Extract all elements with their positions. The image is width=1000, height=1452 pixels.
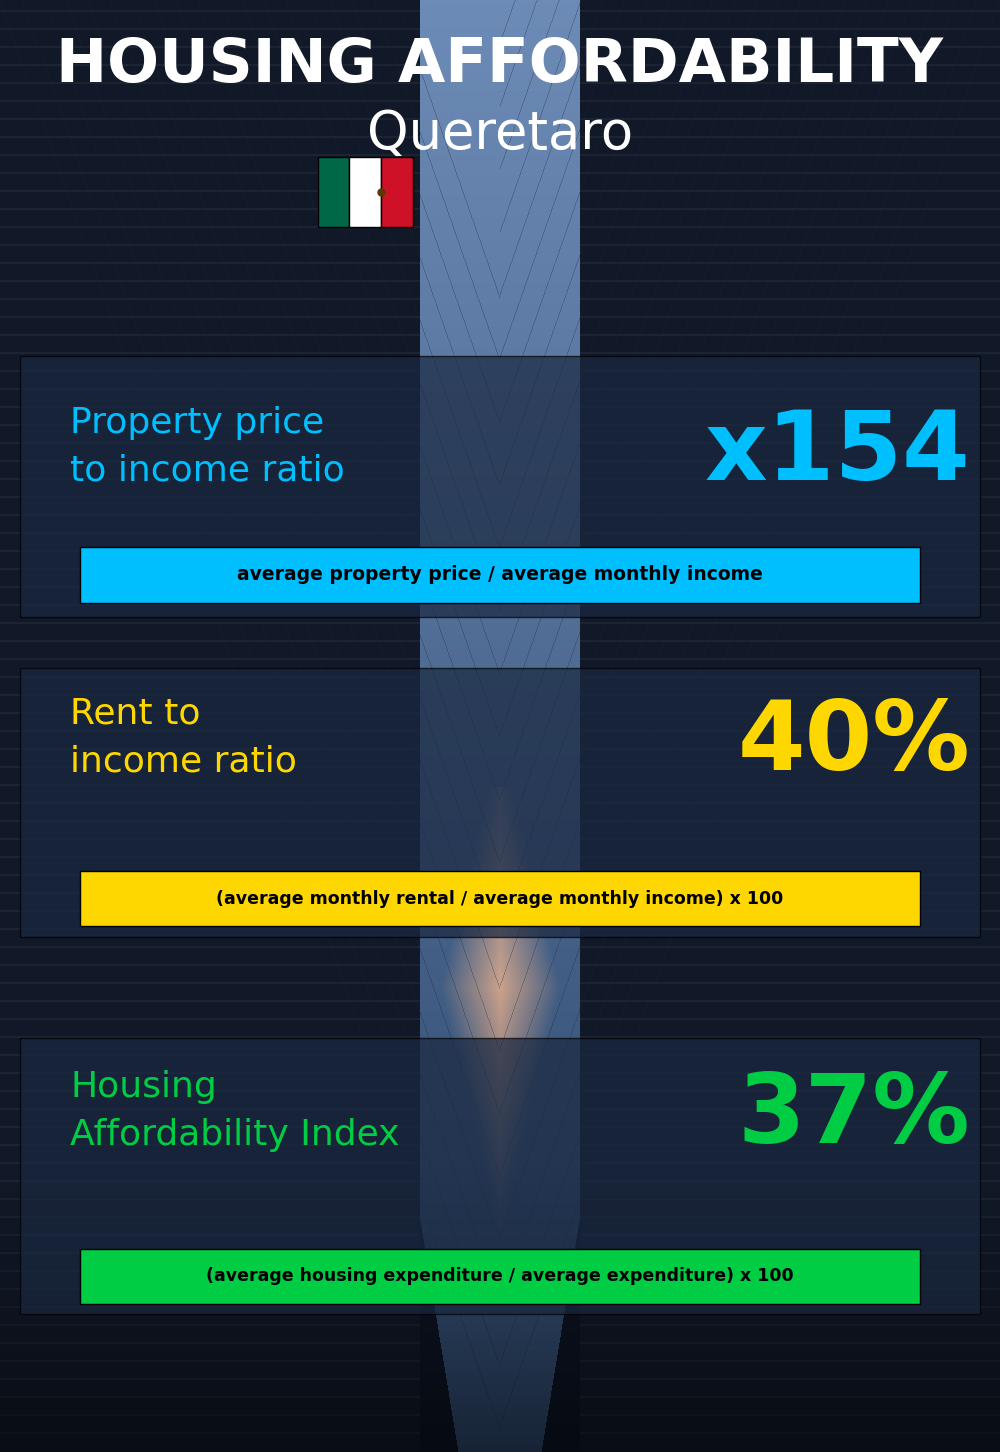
FancyBboxPatch shape (80, 547, 920, 603)
Text: 37%: 37% (737, 1070, 970, 1163)
Text: (average housing expenditure / average expenditure) x 100: (average housing expenditure / average e… (206, 1268, 794, 1285)
FancyBboxPatch shape (349, 157, 381, 227)
Text: Queretaro: Queretaro (367, 107, 633, 160)
Text: Rent to
income ratio: Rent to income ratio (70, 697, 297, 778)
Text: 40%: 40% (737, 697, 970, 790)
Text: x154: x154 (704, 407, 970, 499)
Text: Housing
Affordability Index: Housing Affordability Index (70, 1070, 400, 1151)
Text: HOUSING AFFORDABILITY: HOUSING AFFORDABILITY (56, 36, 944, 94)
FancyBboxPatch shape (20, 356, 980, 617)
FancyBboxPatch shape (80, 871, 920, 926)
FancyBboxPatch shape (20, 1038, 980, 1314)
Text: (average monthly rental / average monthly income) x 100: (average monthly rental / average monthl… (216, 890, 784, 908)
FancyBboxPatch shape (318, 157, 349, 227)
FancyBboxPatch shape (381, 157, 413, 227)
FancyBboxPatch shape (80, 1249, 920, 1304)
FancyBboxPatch shape (20, 668, 980, 937)
Text: average property price / average monthly income: average property price / average monthly… (237, 565, 763, 585)
Text: Property price
to income ratio: Property price to income ratio (70, 407, 345, 488)
